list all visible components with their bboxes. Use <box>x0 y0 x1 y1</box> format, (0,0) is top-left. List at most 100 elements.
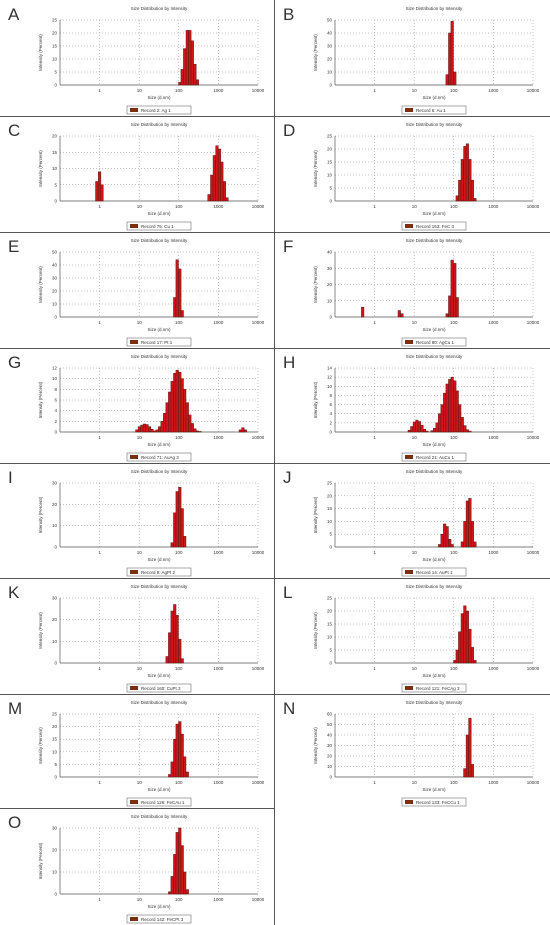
legend-label: Record 17: Pt 1 <box>141 340 173 345</box>
bar <box>443 523 447 548</box>
x-tick-label: 1000 <box>488 88 499 93</box>
bar <box>450 259 454 318</box>
bar <box>433 428 437 433</box>
y-tick-label: 0 <box>329 661 332 666</box>
panel-i: I Size Distribution by Intensity 0 10 20 30 1 1… <box>8 468 265 577</box>
panel-letter: L <box>283 583 292 602</box>
x-tick-label: 100 <box>450 320 458 325</box>
legend-label: Record 160: CuPt 3 <box>141 686 181 691</box>
bar <box>175 369 179 433</box>
bar <box>175 615 179 664</box>
y-axis-label: Intensity (Percent) <box>313 150 318 187</box>
x-axis-label: Size (d.nm) <box>147 787 171 792</box>
bar <box>147 426 152 433</box>
bar <box>468 628 472 664</box>
bar <box>445 74 449 86</box>
bar <box>460 159 464 202</box>
bar <box>448 379 452 433</box>
y-tick-label: 12 <box>52 366 58 371</box>
bars <box>438 498 477 548</box>
bar <box>170 610 174 664</box>
legend-swatch <box>405 455 413 459</box>
panel-b: B Size Distribution by Intensity 0 10 20 30 40… <box>283 5 540 115</box>
legend-swatch <box>130 800 138 804</box>
x-tick-label: 10 <box>412 204 418 209</box>
x-tick-label: 10000 <box>252 320 265 325</box>
x-axis-label: Size (d.nm) <box>147 442 171 447</box>
x-tick-label: 10 <box>137 780 143 785</box>
x-axis-label: Size (d.nm) <box>147 211 171 216</box>
legend-label: Record 2: Ag 1 <box>141 108 171 113</box>
bars <box>178 30 199 86</box>
bar <box>450 21 454 86</box>
x-tick-label: 10 <box>137 550 143 555</box>
bar <box>425 430 429 433</box>
horizontal-divider <box>0 578 550 579</box>
bar <box>100 184 104 202</box>
x-tick-label: 10 <box>412 435 418 440</box>
legend-swatch <box>405 224 413 228</box>
bar <box>180 658 184 664</box>
y-tick-label: 0 <box>329 83 332 88</box>
bars <box>453 605 477 664</box>
legend-box <box>401 683 467 693</box>
bar <box>178 487 182 548</box>
x-tick-label: 1 <box>98 88 101 93</box>
x-axis-label: Size (d.nm) <box>147 673 171 678</box>
panel-n: N Size Distribution by Intensity 0 10 20 30 40… <box>283 699 540 807</box>
x-axis-label: Size (d.nm) <box>422 673 446 678</box>
y-tick-label: 25 <box>327 596 333 601</box>
y-tick-label: 0 <box>54 892 57 897</box>
x-tick-label: 100 <box>175 780 183 785</box>
bar <box>422 429 427 433</box>
panel-f: F Size Distribution by Intensity 0 10 20 30 40… <box>283 237 540 347</box>
bar <box>470 179 474 202</box>
legend-swatch <box>130 455 138 459</box>
legend-label: Record 71: AuAg 3 <box>141 455 179 460</box>
bar <box>168 891 172 895</box>
x-tick-label: 1000 <box>213 88 224 93</box>
x-tick-label: 1 <box>98 435 101 440</box>
chart-title: Size Distribution by Intensity <box>131 700 188 705</box>
bar <box>173 297 177 318</box>
y-tick-label: 10 <box>327 70 333 75</box>
bar <box>185 771 189 778</box>
bars <box>407 376 472 433</box>
y-tick-label: 0 <box>329 775 332 780</box>
y-tick-label: 30 <box>52 826 58 831</box>
y-tick-label: 20 <box>327 493 333 498</box>
x-tick-label: 10 <box>137 897 143 902</box>
bar <box>450 544 454 548</box>
y-tick-label: 14 <box>327 366 333 371</box>
bar <box>215 145 219 202</box>
horizontal-divider <box>0 808 275 809</box>
chart-title: Size Distribution by Intensity <box>131 814 188 819</box>
x-tick-label: 10000 <box>252 897 265 902</box>
y-tick-label: 8 <box>329 393 332 398</box>
x-tick-label: 100 <box>450 204 458 209</box>
panel-letter: I <box>8 468 13 487</box>
bar <box>210 174 214 202</box>
x-tick-label: 1 <box>98 897 101 902</box>
y-axis-label: Intensity (Percent) <box>313 34 318 71</box>
y-axis-label: Intensity (Percent) <box>38 842 43 879</box>
x-tick-label: 1000 <box>213 550 224 555</box>
panel-letter: K <box>8 583 20 602</box>
gridlines <box>60 19 259 85</box>
bar <box>185 889 189 895</box>
legend-box <box>126 105 192 115</box>
chart-title: Size Distribution by Intensity <box>406 700 463 705</box>
bar <box>183 48 187 86</box>
bar <box>468 430 472 433</box>
bar <box>183 756 187 778</box>
y-tick-label: 5 <box>329 186 332 191</box>
bar <box>455 297 459 318</box>
y-tick-label: 10 <box>52 639 58 644</box>
bar <box>448 295 452 318</box>
bar <box>241 427 245 433</box>
bar <box>163 413 167 433</box>
y-tick-label: 10 <box>52 749 58 754</box>
y-axis-label: Intensity (Percent) <box>313 496 318 533</box>
panel-m: M Size Distribution by Intensity 0 5 10 15 20 2… <box>8 699 265 807</box>
y-tick-label: 50 <box>327 722 333 727</box>
